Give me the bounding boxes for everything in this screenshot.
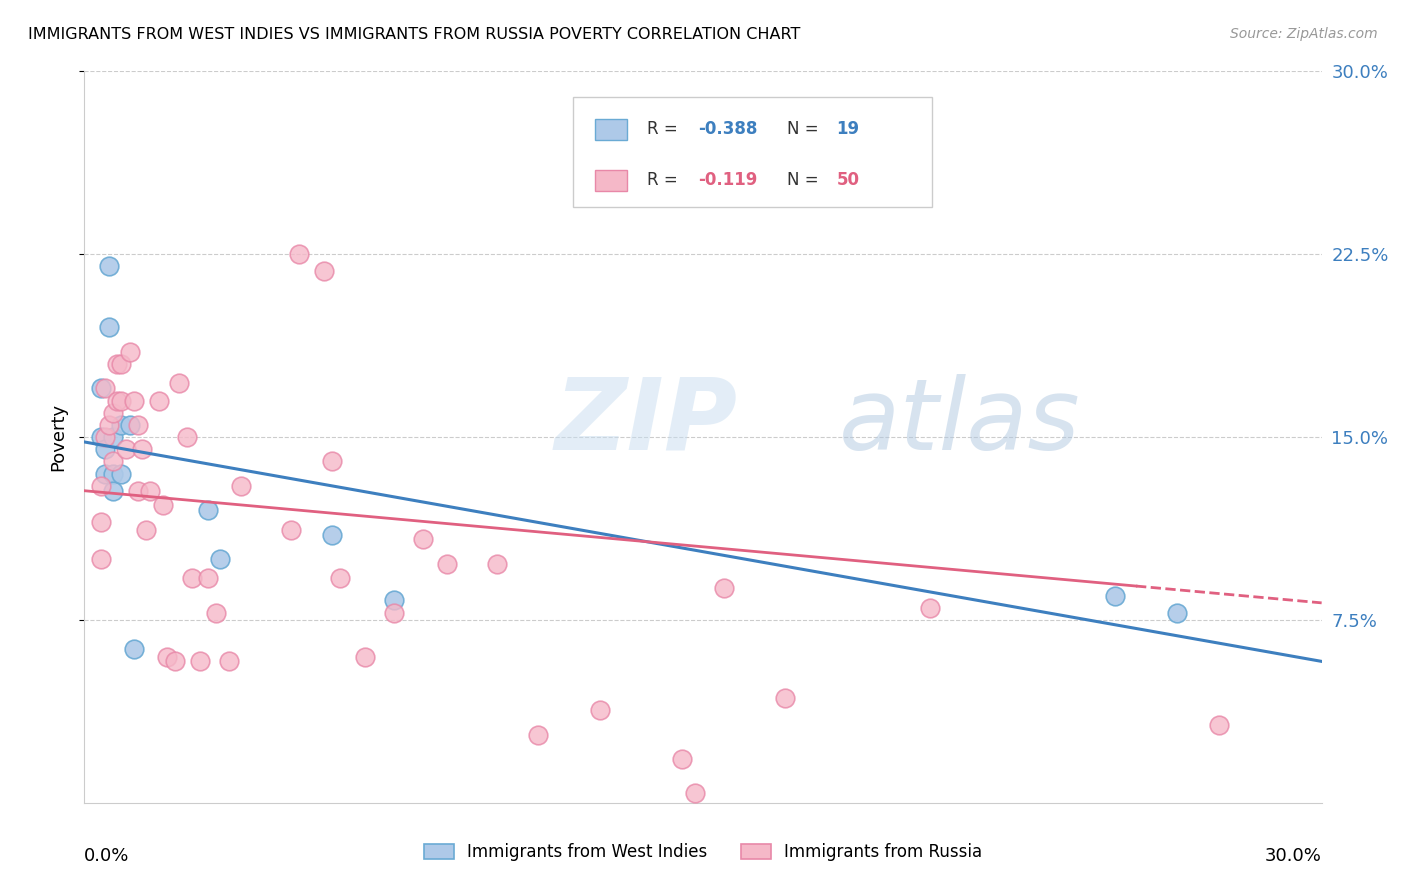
Point <box>382 606 405 620</box>
Point <box>114 442 136 457</box>
Point <box>90 381 112 395</box>
Point <box>118 417 141 432</box>
Text: 19: 19 <box>837 120 859 138</box>
Point <box>152 499 174 513</box>
Point <box>589 703 612 717</box>
FancyBboxPatch shape <box>574 97 932 207</box>
Point <box>94 381 117 395</box>
Point <box>110 467 132 481</box>
Point <box>1208 718 1230 732</box>
Text: 50: 50 <box>837 171 859 189</box>
Point <box>110 417 132 432</box>
FancyBboxPatch shape <box>595 119 627 140</box>
Point <box>148 393 170 408</box>
Point <box>180 572 202 586</box>
Point <box>165 654 187 668</box>
Text: 0.0%: 0.0% <box>84 847 129 864</box>
Point <box>103 483 125 498</box>
Point <box>135 523 157 537</box>
Y-axis label: Poverty: Poverty <box>49 403 67 471</box>
Point <box>312 264 335 278</box>
Point <box>90 430 112 444</box>
Point <box>197 503 219 517</box>
Text: -0.388: -0.388 <box>697 120 758 138</box>
Text: Source: ZipAtlas.com: Source: ZipAtlas.com <box>1230 27 1378 41</box>
Point <box>110 357 132 371</box>
Point <box>205 606 228 620</box>
Text: IMMIGRANTS FROM WEST INDIES VS IMMIGRANTS FROM RUSSIA POVERTY CORRELATION CHART: IMMIGRANTS FROM WEST INDIES VS IMMIGRANT… <box>28 27 800 42</box>
Point <box>1166 606 1188 620</box>
Point <box>329 572 352 586</box>
Text: atlas: atlas <box>839 374 1081 471</box>
Point <box>176 430 198 444</box>
Point <box>127 417 149 432</box>
Point <box>98 260 121 274</box>
Point <box>353 649 375 664</box>
Point <box>139 483 162 498</box>
Point <box>218 654 240 668</box>
Point <box>110 393 132 408</box>
Point <box>105 393 128 408</box>
Point <box>527 727 550 741</box>
Point <box>118 344 141 359</box>
Point <box>103 430 125 444</box>
Text: R =: R = <box>647 120 683 138</box>
Point <box>412 533 434 547</box>
Point <box>156 649 179 664</box>
Point <box>122 642 145 657</box>
Point <box>94 430 117 444</box>
Point <box>94 442 117 457</box>
Point <box>127 483 149 498</box>
Point <box>382 593 405 607</box>
Text: N =: N = <box>787 120 824 138</box>
Point <box>105 357 128 371</box>
Text: 30.0%: 30.0% <box>1265 847 1322 864</box>
Point <box>131 442 153 457</box>
Point <box>197 572 219 586</box>
Text: ZIP: ZIP <box>554 374 738 471</box>
Point <box>209 552 232 566</box>
Point <box>713 581 735 595</box>
Point <box>98 417 121 432</box>
Point <box>229 479 252 493</box>
Point <box>188 654 211 668</box>
Point <box>122 393 145 408</box>
Point <box>918 600 941 615</box>
Point <box>90 479 112 493</box>
Point <box>90 552 112 566</box>
Point <box>280 523 302 537</box>
Point <box>94 467 117 481</box>
Point <box>775 690 797 705</box>
Point <box>98 320 121 334</box>
Point <box>671 752 693 766</box>
Point <box>167 376 190 391</box>
Text: R =: R = <box>647 171 683 189</box>
Point <box>321 527 343 541</box>
Text: -0.119: -0.119 <box>697 171 758 189</box>
Point <box>90 516 112 530</box>
FancyBboxPatch shape <box>595 169 627 191</box>
Point <box>103 467 125 481</box>
Legend: Immigrants from West Indies, Immigrants from Russia: Immigrants from West Indies, Immigrants … <box>418 837 988 868</box>
Point <box>683 786 706 800</box>
Point <box>103 406 125 420</box>
Point <box>103 454 125 468</box>
Point <box>1104 589 1126 603</box>
Point <box>288 247 311 261</box>
Point <box>485 557 508 571</box>
Point <box>436 557 458 571</box>
Point <box>321 454 343 468</box>
Text: N =: N = <box>787 171 824 189</box>
